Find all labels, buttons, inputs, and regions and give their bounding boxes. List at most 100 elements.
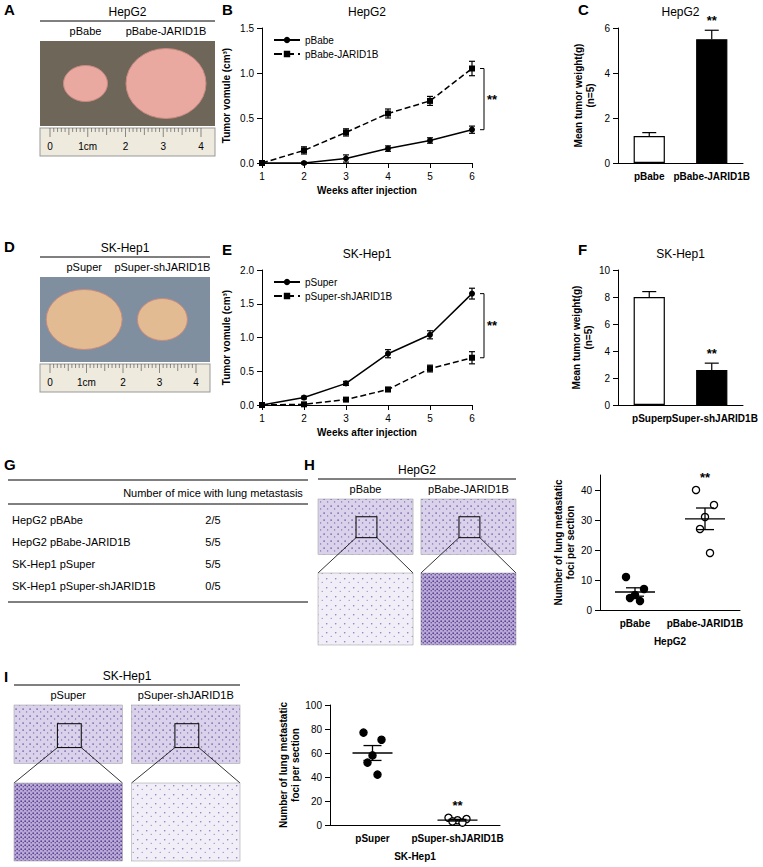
svg-text:1.0: 1.0 bbox=[240, 332, 254, 343]
svg-text:1cm: 1cm bbox=[77, 377, 96, 388]
svg-text:0: 0 bbox=[604, 158, 610, 169]
svg-text:1.5: 1.5 bbox=[240, 298, 254, 309]
svg-text:3: 3 bbox=[343, 171, 349, 182]
svg-text:H: H bbox=[304, 456, 315, 473]
svg-text:0/5: 0/5 bbox=[205, 580, 220, 592]
svg-text:pSuper: pSuper bbox=[66, 261, 102, 273]
svg-text:HepG2 pBAbe: HepG2 pBAbe bbox=[12, 514, 83, 526]
svg-text:(n=5): (n=5) bbox=[583, 325, 594, 349]
svg-text:4: 4 bbox=[193, 377, 199, 388]
svg-text:HepG2: HepG2 bbox=[348, 5, 386, 19]
svg-text:30: 30 bbox=[581, 515, 593, 526]
svg-text:G: G bbox=[4, 456, 16, 473]
svg-text:6: 6 bbox=[469, 171, 475, 182]
svg-text:0: 0 bbox=[316, 820, 322, 831]
svg-text:pSuper: pSuper bbox=[632, 413, 667, 424]
svg-text:Weeks after injection: Weeks after injection bbox=[317, 427, 417, 438]
svg-text:2: 2 bbox=[301, 171, 307, 182]
svg-text:Tumor vomule (cm³): Tumor vomule (cm³) bbox=[221, 48, 232, 143]
svg-text:Mean tumor weight(g): Mean tumor weight(g) bbox=[571, 286, 582, 390]
svg-text:20: 20 bbox=[311, 796, 323, 807]
svg-text:HepG2: HepG2 bbox=[108, 5, 146, 19]
svg-text:HepG2 pBabe-JARID1B: HepG2 pBabe-JARID1B bbox=[12, 536, 131, 548]
svg-text:40: 40 bbox=[581, 485, 593, 496]
svg-text:A: A bbox=[4, 1, 15, 18]
svg-text:0: 0 bbox=[604, 400, 610, 411]
svg-text:40: 40 bbox=[311, 772, 323, 783]
svg-text:6: 6 bbox=[604, 319, 610, 330]
svg-text:4: 4 bbox=[604, 68, 610, 79]
svg-text:**: ** bbox=[487, 318, 498, 333]
svg-text:**: ** bbox=[452, 798, 463, 813]
svg-text:0.0: 0.0 bbox=[240, 158, 254, 169]
svg-text:Weeks after injection: Weeks after injection bbox=[317, 185, 417, 196]
svg-text:2: 2 bbox=[301, 413, 307, 424]
svg-text:SK-Hep1 pSuper: SK-Hep1 pSuper bbox=[12, 558, 95, 570]
svg-text:5/5: 5/5 bbox=[205, 536, 220, 548]
svg-text:0.5: 0.5 bbox=[240, 366, 254, 377]
svg-text:4: 4 bbox=[385, 171, 391, 182]
svg-text:Number of mice with lung metas: Number of mice with lung metastasis bbox=[123, 487, 303, 499]
svg-text:HepG2: HepG2 bbox=[654, 636, 687, 647]
svg-text:pSuper-shJARID1B: pSuper-shJARID1B bbox=[114, 261, 210, 273]
svg-text:**: ** bbox=[700, 470, 711, 485]
svg-text:E: E bbox=[222, 241, 232, 258]
svg-text:0: 0 bbox=[47, 377, 53, 388]
svg-text:0.0: 0.0 bbox=[240, 400, 254, 411]
svg-text:B: B bbox=[222, 1, 233, 18]
svg-text:6: 6 bbox=[604, 23, 610, 34]
svg-text:pBabe-JARID1B: pBabe-JARID1B bbox=[667, 618, 744, 629]
svg-text:(n=5): (n=5) bbox=[585, 83, 596, 107]
svg-text:I: I bbox=[4, 668, 8, 685]
svg-text:pSuper-shJARID1B: pSuper-shJARID1B bbox=[305, 291, 393, 302]
svg-text:SK-Hep1: SK-Hep1 bbox=[101, 241, 150, 255]
svg-text:pSuper: pSuper bbox=[305, 277, 338, 288]
svg-text:C: C bbox=[578, 1, 589, 18]
svg-text:D: D bbox=[4, 238, 15, 255]
svg-text:0.5: 0.5 bbox=[240, 113, 254, 124]
svg-text:pBabe-JARID1B: pBabe-JARID1B bbox=[673, 171, 750, 182]
svg-text:1.0: 1.0 bbox=[240, 68, 254, 79]
svg-text:3: 3 bbox=[343, 413, 349, 424]
svg-text:4: 4 bbox=[385, 413, 391, 424]
svg-text:60: 60 bbox=[311, 748, 323, 759]
svg-text:**: ** bbox=[487, 92, 498, 107]
svg-text:100: 100 bbox=[305, 700, 322, 711]
svg-text:pSuper: pSuper bbox=[355, 833, 390, 844]
svg-text:SK-Hep1: SK-Hep1 bbox=[656, 247, 705, 261]
svg-text:SK-Hep1: SK-Hep1 bbox=[343, 247, 392, 261]
svg-text:foci per section: foci per section bbox=[290, 728, 301, 802]
svg-text:pSuper-shJARID1B: pSuper-shJARID1B bbox=[411, 833, 503, 844]
svg-text:1.5: 1.5 bbox=[240, 23, 254, 34]
svg-text:Mean tumor weight(g): Mean tumor weight(g) bbox=[573, 44, 584, 148]
svg-text:pSuper-shJARID1B: pSuper-shJARID1B bbox=[666, 413, 758, 424]
svg-text:2: 2 bbox=[123, 141, 129, 152]
svg-text:0: 0 bbox=[586, 605, 592, 616]
svg-text:F: F bbox=[578, 241, 587, 258]
svg-text:foci per section: foci per section bbox=[565, 506, 576, 580]
svg-text:pBabe-JARID1B: pBabe-JARID1B bbox=[428, 483, 509, 495]
svg-text:**: ** bbox=[707, 13, 718, 28]
svg-text:pSuper-shJARID1B: pSuper-shJARID1B bbox=[138, 689, 234, 701]
svg-text:5: 5 bbox=[427, 171, 433, 182]
svg-text:6: 6 bbox=[469, 413, 475, 424]
svg-text:1cm: 1cm bbox=[78, 141, 97, 152]
svg-text:pBabe: pBabe bbox=[70, 25, 102, 37]
svg-text:5/5: 5/5 bbox=[205, 558, 220, 570]
svg-text:5: 5 bbox=[427, 413, 433, 424]
svg-text:pBabe: pBabe bbox=[350, 483, 382, 495]
svg-text:2: 2 bbox=[604, 113, 610, 124]
svg-text:pBabe: pBabe bbox=[634, 171, 665, 182]
svg-text:2.0: 2.0 bbox=[240, 265, 254, 276]
svg-text:8: 8 bbox=[604, 292, 610, 303]
svg-text:2: 2 bbox=[604, 373, 610, 384]
svg-text:pBabe-JARID1B: pBabe-JARID1B bbox=[305, 49, 379, 60]
svg-text:pBabe: pBabe bbox=[620, 618, 651, 629]
svg-text:20: 20 bbox=[581, 545, 593, 556]
svg-text:1: 1 bbox=[259, 171, 265, 182]
svg-text:10: 10 bbox=[581, 575, 593, 586]
svg-text:2: 2 bbox=[120, 377, 126, 388]
svg-text:pBabe: pBabe bbox=[305, 35, 334, 46]
svg-text:pBabe-JARID1B: pBabe-JARID1B bbox=[126, 25, 207, 37]
svg-text:4: 4 bbox=[198, 141, 204, 152]
